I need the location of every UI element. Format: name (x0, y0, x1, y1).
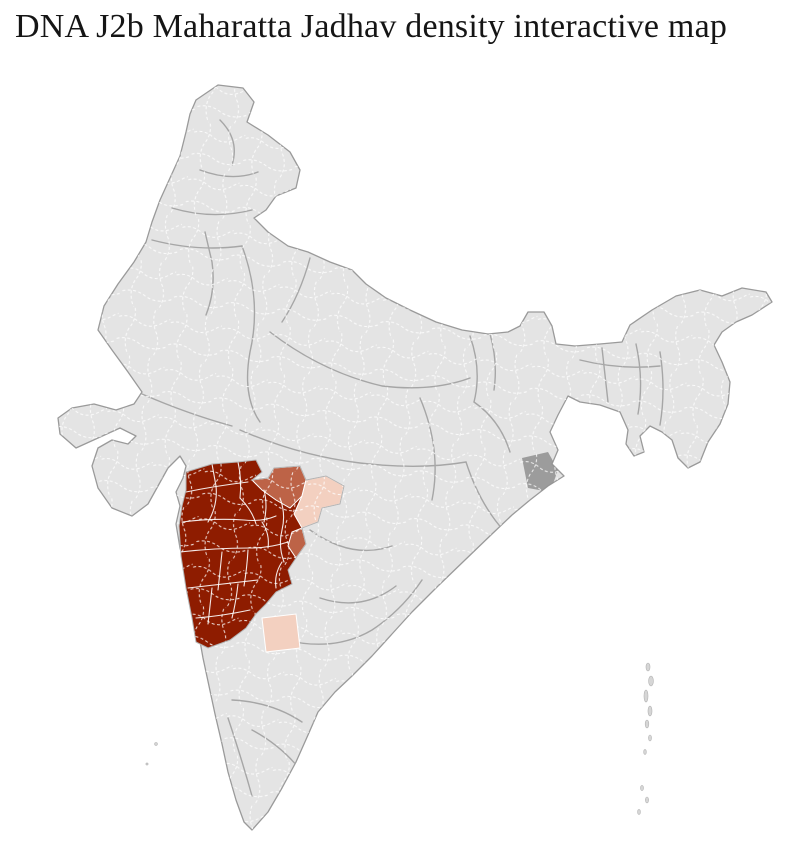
density-low-area-isolated[interactable] (261, 613, 301, 653)
page-title: DNA J2b Maharatta Jadhav density interac… (15, 8, 728, 45)
maharashtra-district-borders (179, 461, 289, 625)
andaman-nicobar-islands (637, 662, 654, 815)
district-boundaries-texture (58, 85, 772, 830)
lakshadweep-islands (145, 742, 158, 766)
region-maharashtra-density[interactable] (178, 459, 345, 653)
